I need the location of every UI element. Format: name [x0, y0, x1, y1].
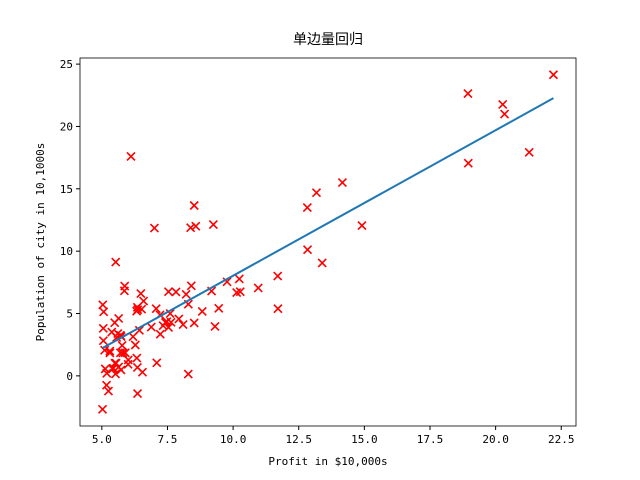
marker [337, 177, 347, 188]
marker [273, 304, 283, 314]
marker [97, 404, 108, 414]
marker [253, 283, 263, 293]
marker [214, 303, 224, 313]
marker [183, 369, 193, 379]
marker [210, 321, 220, 332]
marker [101, 380, 112, 390]
marker [132, 362, 142, 372]
marker [113, 328, 123, 339]
x-tick-label: 10.0 [220, 433, 247, 446]
marker [311, 188, 322, 198]
marker [357, 220, 367, 231]
x-tick-label: 12.5 [285, 433, 312, 446]
marker [235, 287, 245, 297]
plot-frame [79, 57, 577, 427]
marker [118, 348, 128, 358]
marker [165, 308, 175, 319]
marker [548, 70, 559, 80]
marker [130, 340, 140, 350]
marker [110, 369, 121, 379]
marker [171, 287, 181, 297]
marker [120, 281, 130, 291]
x-tick-label: 7.5 [158, 433, 178, 446]
marker [302, 202, 312, 213]
marker [234, 274, 244, 284]
marker [463, 88, 473, 99]
x-tick-label: 17.5 [417, 433, 444, 446]
marker [163, 322, 174, 332]
marker [181, 289, 191, 299]
marker [116, 365, 126, 375]
marker [132, 389, 143, 399]
marker [136, 289, 146, 299]
y-tick-label: 5 [66, 308, 73, 321]
y-tick-label: 0 [66, 370, 73, 383]
marker [117, 340, 127, 350]
x-tick-label: 22.5 [548, 433, 575, 446]
marker [146, 322, 156, 332]
marker [105, 346, 115, 356]
marker [463, 158, 473, 168]
x-tick-label: 20.0 [482, 433, 509, 446]
marker [149, 223, 159, 233]
marker [174, 314, 184, 324]
marker [114, 313, 124, 324]
marker [189, 318, 199, 328]
marker [302, 245, 313, 255]
marker [500, 109, 510, 119]
marker [222, 277, 232, 287]
y-tick-label: 10 [60, 245, 73, 258]
x-axis-label: Profit in $10,000s [268, 455, 387, 468]
marker [103, 386, 114, 396]
marker [186, 223, 196, 233]
marker [111, 257, 121, 267]
y-tick-label: 20 [60, 120, 73, 133]
marker [102, 368, 112, 378]
marker [108, 363, 118, 373]
marker [158, 321, 168, 331]
marker [208, 219, 218, 230]
marker [152, 358, 162, 368]
marker [151, 304, 161, 314]
marker [98, 300, 108, 310]
x-tick-label: 15.0 [351, 433, 378, 446]
x-tick-label: 5.0 [92, 433, 112, 446]
marker [498, 99, 508, 109]
marker [137, 304, 147, 314]
marker [166, 317, 176, 327]
y-tick-label: 25 [60, 58, 73, 71]
marker [126, 151, 136, 162]
marker [273, 271, 283, 281]
regression-line [102, 97, 554, 349]
marker [115, 348, 125, 358]
marker [197, 306, 207, 316]
y-tick-label: 15 [60, 183, 73, 196]
marker [317, 258, 327, 268]
marker [189, 200, 199, 211]
y-axis-label: Population of city in 10,1000s [34, 143, 47, 342]
marker [105, 348, 115, 358]
marker [524, 147, 534, 157]
marker [186, 281, 196, 291]
marker [132, 353, 142, 363]
marker [98, 323, 108, 333]
marker [178, 319, 188, 330]
marker [191, 221, 201, 231]
marker [155, 329, 165, 339]
chart-title: 单边量回归 [293, 31, 363, 48]
marker [128, 332, 138, 342]
marker [98, 336, 108, 346]
marker [123, 359, 133, 369]
marker [163, 287, 174, 297]
